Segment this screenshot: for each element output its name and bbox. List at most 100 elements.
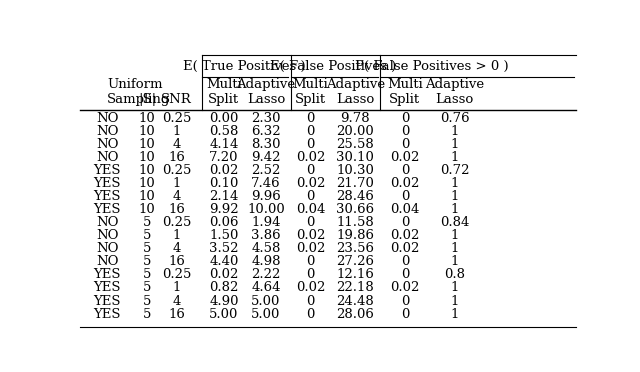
Text: 0.58: 0.58 xyxy=(209,125,239,138)
Text: 0: 0 xyxy=(401,308,409,321)
Text: 10: 10 xyxy=(139,164,156,177)
Text: 4.40: 4.40 xyxy=(209,256,239,269)
Text: 5.00: 5.00 xyxy=(252,308,281,321)
Text: 10: 10 xyxy=(139,125,156,138)
Text: 10: 10 xyxy=(139,190,156,203)
Text: 0: 0 xyxy=(401,269,409,282)
Text: YES: YES xyxy=(93,295,121,308)
Text: 0: 0 xyxy=(401,125,409,138)
Text: 0.02: 0.02 xyxy=(390,230,420,242)
Text: 10: 10 xyxy=(139,138,156,151)
Text: NO: NO xyxy=(96,125,118,138)
Text: 30.10: 30.10 xyxy=(337,151,374,164)
Text: 0: 0 xyxy=(307,295,315,308)
Text: 1: 1 xyxy=(451,308,459,321)
Text: NO: NO xyxy=(96,230,118,242)
Text: 5: 5 xyxy=(143,308,151,321)
Text: 1: 1 xyxy=(451,138,459,151)
Text: 0.25: 0.25 xyxy=(162,112,191,125)
Text: 0.04: 0.04 xyxy=(296,203,325,216)
Text: YES: YES xyxy=(93,282,121,295)
Text: E( False Positives ): E( False Positives ) xyxy=(270,60,396,73)
Text: YES: YES xyxy=(93,308,121,321)
Text: 0: 0 xyxy=(307,112,315,125)
Text: NO: NO xyxy=(96,151,118,164)
Text: 23.56: 23.56 xyxy=(336,243,374,255)
Text: 10.30: 10.30 xyxy=(337,164,374,177)
Text: 4: 4 xyxy=(173,138,181,151)
Text: Split: Split xyxy=(208,93,239,106)
Text: 1: 1 xyxy=(451,125,459,138)
Text: 0.04: 0.04 xyxy=(390,203,420,216)
Text: 28.06: 28.06 xyxy=(337,308,374,321)
Text: 9.78: 9.78 xyxy=(340,112,370,125)
Text: 28.46: 28.46 xyxy=(337,190,374,203)
Text: 0.72: 0.72 xyxy=(440,164,469,177)
Text: 0.02: 0.02 xyxy=(296,243,325,255)
Text: SNR: SNR xyxy=(161,93,192,106)
Text: 0.02: 0.02 xyxy=(390,282,420,295)
Text: 0.82: 0.82 xyxy=(209,282,239,295)
Text: NO: NO xyxy=(96,112,118,125)
Text: 10: 10 xyxy=(139,203,156,216)
Text: 16: 16 xyxy=(168,203,185,216)
Text: 5: 5 xyxy=(143,230,151,242)
Text: 4: 4 xyxy=(173,243,181,255)
Text: 1: 1 xyxy=(451,177,459,190)
Text: 4.14: 4.14 xyxy=(209,138,239,151)
Text: 4: 4 xyxy=(173,295,181,308)
Text: 0: 0 xyxy=(307,256,315,269)
Text: 2.14: 2.14 xyxy=(209,190,239,203)
Text: 0.02: 0.02 xyxy=(390,177,420,190)
Text: 0.02: 0.02 xyxy=(296,282,325,295)
Text: 0: 0 xyxy=(401,190,409,203)
Text: 0: 0 xyxy=(307,190,315,203)
Text: 1: 1 xyxy=(451,243,459,255)
Text: NO: NO xyxy=(96,216,118,229)
Text: 0: 0 xyxy=(401,138,409,151)
Text: 0.02: 0.02 xyxy=(390,243,420,255)
Text: 2.52: 2.52 xyxy=(252,164,281,177)
Text: 0: 0 xyxy=(401,256,409,269)
Text: 24.48: 24.48 xyxy=(337,295,374,308)
Text: 4.90: 4.90 xyxy=(209,295,239,308)
Text: Split: Split xyxy=(295,93,326,106)
Text: Multi: Multi xyxy=(387,78,423,91)
Text: 1: 1 xyxy=(451,230,459,242)
Text: P( False Positives > 0 ): P( False Positives > 0 ) xyxy=(355,60,509,73)
Text: Uniform: Uniform xyxy=(108,78,163,91)
Text: 0.84: 0.84 xyxy=(440,216,469,229)
Text: Lasso: Lasso xyxy=(336,93,374,106)
Text: 0.00: 0.00 xyxy=(209,112,239,125)
Text: 10: 10 xyxy=(139,177,156,190)
Text: 0: 0 xyxy=(307,216,315,229)
Text: 9.42: 9.42 xyxy=(252,151,281,164)
Text: 30.66: 30.66 xyxy=(336,203,374,216)
Text: 4.58: 4.58 xyxy=(252,243,281,255)
Text: 6.32: 6.32 xyxy=(251,125,281,138)
Text: 0: 0 xyxy=(307,125,315,138)
Text: 11.58: 11.58 xyxy=(337,216,374,229)
Text: 0.06: 0.06 xyxy=(209,216,239,229)
Text: 1: 1 xyxy=(451,203,459,216)
Text: 5: 5 xyxy=(143,243,151,255)
Text: 4: 4 xyxy=(173,190,181,203)
Text: 3.52: 3.52 xyxy=(209,243,239,255)
Text: 0.02: 0.02 xyxy=(296,177,325,190)
Text: 16: 16 xyxy=(168,256,185,269)
Text: YES: YES xyxy=(93,164,121,177)
Text: 19.86: 19.86 xyxy=(336,230,374,242)
Text: 9.96: 9.96 xyxy=(251,190,281,203)
Text: 0: 0 xyxy=(401,164,409,177)
Text: Lasso: Lasso xyxy=(247,93,285,106)
Text: 10: 10 xyxy=(139,112,156,125)
Text: Sampling: Sampling xyxy=(108,93,171,106)
Text: 7.46: 7.46 xyxy=(251,177,281,190)
Text: NO: NO xyxy=(96,256,118,269)
Text: 1: 1 xyxy=(451,256,459,269)
Text: 20.00: 20.00 xyxy=(337,125,374,138)
Text: 0.02: 0.02 xyxy=(390,151,420,164)
Text: 9.92: 9.92 xyxy=(209,203,239,216)
Text: Adaptive: Adaptive xyxy=(425,78,484,91)
Text: YES: YES xyxy=(93,190,121,203)
